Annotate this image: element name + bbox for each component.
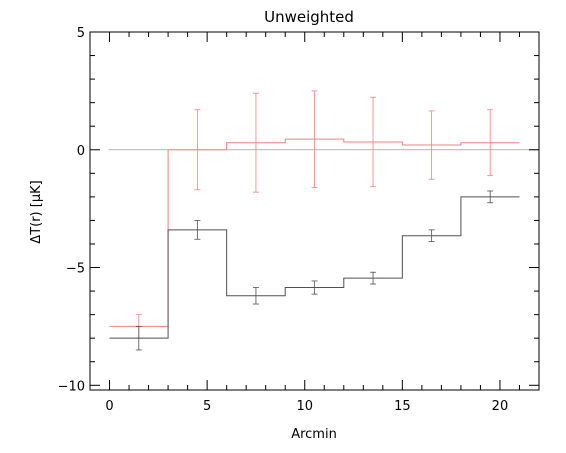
y-tick-label: −10 (58, 379, 85, 394)
x-tick-label: 10 (296, 399, 313, 414)
series-0-errorbar (487, 109, 494, 177)
y-axis-label: ΔT(r) [μK] (29, 180, 44, 243)
series-0-errorbar (370, 96, 377, 188)
series-1-errorbar (194, 220, 201, 240)
y-tick-label: 5 (77, 26, 85, 41)
series-1-step-line (109, 196, 520, 339)
series-0-errorbar (428, 110, 435, 180)
plot-frame (89, 31, 540, 391)
series-0-errorbar (194, 109, 201, 191)
series-1-errorbar (311, 280, 318, 295)
series-1-errorbar (252, 287, 259, 305)
series-0-errorbar (252, 92, 259, 193)
series-1-errorbar (487, 190, 494, 204)
series-1-errorbar (428, 229, 435, 243)
x-axis-label: Arcmin (291, 427, 337, 442)
series-1-errorbar (370, 271, 377, 285)
chart-title: Unweighted (264, 8, 354, 26)
y-tick-label: 0 (77, 144, 85, 159)
series-1-errorbar (135, 326, 142, 351)
x-tick-label: 15 (394, 399, 411, 414)
y-tick-label: −5 (66, 262, 85, 277)
x-tick-label: 20 (492, 399, 509, 414)
x-tick-label: 0 (105, 399, 113, 414)
x-tick-label: 5 (203, 399, 211, 414)
series-0-errorbar (311, 90, 318, 188)
